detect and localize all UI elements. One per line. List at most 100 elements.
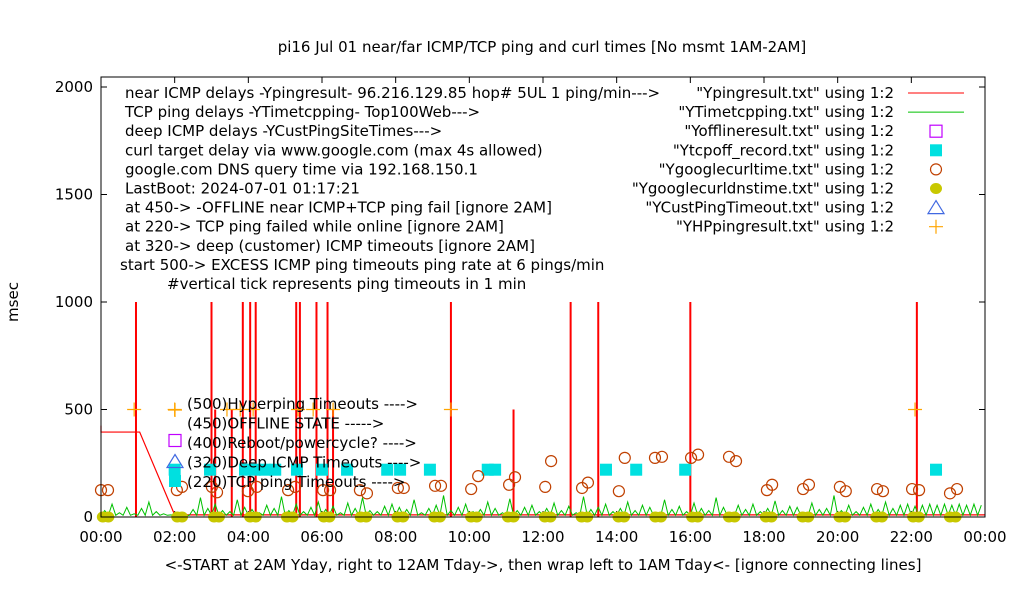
square-filled-mark [489,463,502,476]
annotation-text: google.com DNS query time via 192.168.15… [125,160,478,178]
circle-open-mark [353,484,367,497]
Ygooglecurltime-point [101,484,115,497]
Ytcpoff_record-point [341,463,354,476]
circle-filled-mark [930,183,942,194]
x-tick-label: 20:00 [816,528,859,546]
plus-mark [929,219,943,234]
x-axis-label: <-START at 2AM Yday, right to 12AM Tday-… [165,556,922,574]
x-tick-label: 14:00 [595,528,638,546]
circle-open-mark [101,484,115,497]
legend-marker [930,183,942,194]
square-filled-mark [381,463,394,476]
annotation-text: #vertical tick represents ping timeouts … [167,275,526,293]
Ygooglecurltime-point [691,448,705,461]
Ygooglecurltime-point [612,485,625,498]
Ytcpoff_record-point [630,463,643,476]
circle-open-mark [612,485,625,498]
circle-open-mark [289,480,302,493]
circle-open-mark [391,481,404,495]
y-tick-label: 2000 [55,78,93,96]
circle-open-mark [428,479,442,492]
Ygooglecurltime-point [870,482,884,496]
legend-label: "Yofflineresult.txt" using 1:2 [684,122,894,140]
legend-marker [929,163,943,176]
plus-mark [291,402,306,417]
square-filled-mark [290,463,303,476]
inner-legend-marker [168,433,182,448]
square-filled-mark [679,463,692,476]
plus-mark [127,402,142,417]
Ytcpoff_record-point [239,463,252,476]
Ygooglecurltime-point [802,478,816,491]
plus-mark [306,402,321,417]
YHPpingresult-point [306,402,321,417]
annotation-text: curl target delay via www.google.com (ma… [125,141,543,159]
Ygooglecurltime-point [210,486,224,499]
plus-mark [233,402,248,417]
YHPpingresult-point [127,402,142,417]
y-axis-label: msec [4,282,22,322]
annotation-text: at 320-> deep (customer) ICMP timeouts [… [125,237,535,255]
y-tick-label: 1500 [55,186,93,204]
annotation-text: TCP ping delays -YTimetcpping- Top100Web… [124,103,480,121]
circle-open-mark [929,163,943,176]
circle-open-mark [950,482,964,496]
plot-frame [100,76,986,518]
circle-open-mark [434,479,448,492]
Ytcpoff_record-point [381,463,394,476]
y-tick-label: 1000 [55,293,93,311]
legend-label: "Ytcpoff_record.txt" using 1:2 [673,141,894,160]
plus-mark [443,402,458,417]
Ygooglecurltime-point [684,451,698,464]
Ytcpoff_record-point [316,463,328,476]
annotation-text: deep ICMP delays -YCustPingSiteTimes---> [125,122,442,140]
chart-title: pi16 Jul 01 near/far ICMP/TCP ping and c… [278,38,807,56]
circle-open-mark [722,450,736,463]
Ytcpoff_record-point [168,463,181,476]
square-filled-mark [423,463,436,476]
inner-legend-label: (400)Reboot/powercycle? ----> [187,434,417,452]
legend-label: "Ygooglecurldnstime.txt" using 1:2 [632,180,894,198]
inner-legend-label: (500)Hyperping Timeouts ----> [187,395,418,413]
Ytcpoff_record-point [204,463,217,476]
Ygooglecurltime-point [428,479,442,492]
annotation-text: at 220-> TCP ping failed while online [i… [125,218,504,236]
square-filled-mark [169,475,181,487]
legend-label: "YHPpingresult.txt" using 1:2 [676,218,894,236]
Ygooglecurltime-point [465,482,478,496]
square-filled-mark [168,463,181,476]
circle-open-mark [250,480,263,493]
legend-label: "Ypingresult.txt" using 1:2 [696,84,894,102]
Ygooglecurltime-point [876,485,890,498]
Ygooglecurltime-point [729,455,743,468]
square-open-mark [929,124,943,138]
Ygooglecurltime-point [648,451,662,464]
square-filled-mark [630,463,643,476]
Ytcpoff_record-point [248,463,261,476]
x-tick-label: 16:00 [669,528,712,546]
inner-legend-label: (320)Deep ICMP Timeouts ----> [187,454,421,472]
legend-marker [930,144,942,157]
legend-label: "Ygooglecurltime.txt" using 1:2 [659,160,894,178]
Ygooglecurltime-point [472,470,485,483]
x-tick-label: 00:00 [79,528,122,546]
Ygooglecurltime-point [618,451,631,464]
x-tick-label: 12:00 [521,528,564,546]
Ygooglecurltime-point [250,480,263,493]
Ytcpoff_record-point [679,463,692,476]
legend-label: "YTimetcpping.txt" using 1:2 [678,103,894,121]
Ytcpoff_record-point [290,463,303,476]
square-filled-mark [316,463,328,476]
inner-legend-label: (450)OFFLINE STATE -----> [187,415,384,433]
circle-open-mark [465,482,478,496]
x-tick-label: 10:00 [448,528,491,546]
legend-marker [926,199,946,215]
plus-mark [908,402,923,417]
square-filled-mark [930,463,943,476]
circle-open-mark [912,484,926,497]
inner-legend-label: (220)TCP ping Timeouts ----> [187,473,405,491]
x-tick-label: 22:00 [890,528,933,546]
inner-legend-marker [168,403,182,417]
legend-label: "YCustPingTimeout.txt" using 1:2 [645,199,894,217]
